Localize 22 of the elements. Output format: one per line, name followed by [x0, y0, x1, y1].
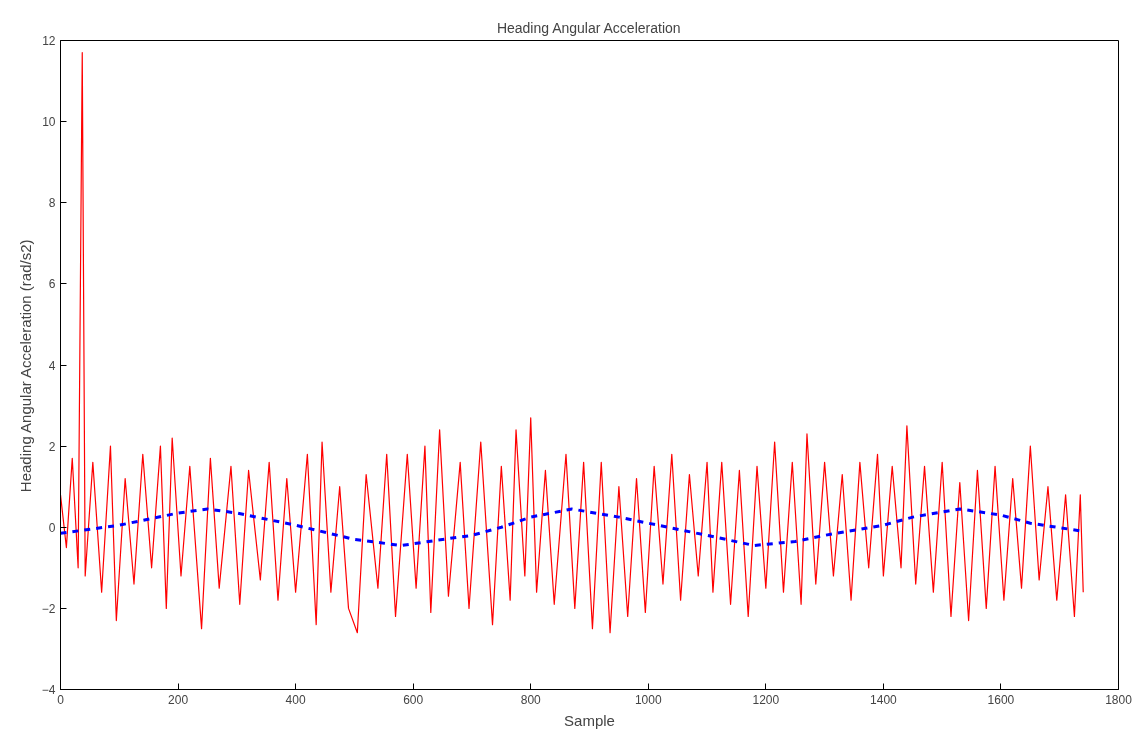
y-tick-label: 10	[42, 115, 56, 130]
y-tick-label: −2	[41, 601, 56, 616]
x-tick-label: 1800	[1105, 692, 1133, 707]
y-tick-label: 4	[48, 358, 56, 373]
y-tick-label: 8	[48, 196, 56, 211]
x-tick-label: 200	[168, 692, 189, 707]
x-tick-label: 400	[285, 692, 306, 707]
y-axis-title: Heading Angular Acceleration (rad/s2)	[16, 239, 34, 493]
chart-title: Heading Angular Acceleration	[496, 19, 681, 36]
x-tick-label: 1400	[870, 692, 898, 707]
x-tick-label: 600	[403, 692, 424, 707]
x-tick-label: 800	[520, 692, 542, 707]
y-tick-label: 2	[48, 439, 56, 454]
x-axis-title: Sample	[564, 711, 615, 729]
line-series	[60, 52, 1084, 634]
x-tick-label: 1600	[987, 692, 1015, 707]
y-tick-label: 6	[48, 277, 56, 292]
y-tick-label: −4	[41, 683, 56, 697]
x-tick-label: 1000	[634, 692, 662, 707]
x-tick-label: 1200	[752, 692, 780, 707]
y-tick-label: 0	[48, 520, 56, 535]
y-tick-label: 12	[42, 34, 56, 48]
